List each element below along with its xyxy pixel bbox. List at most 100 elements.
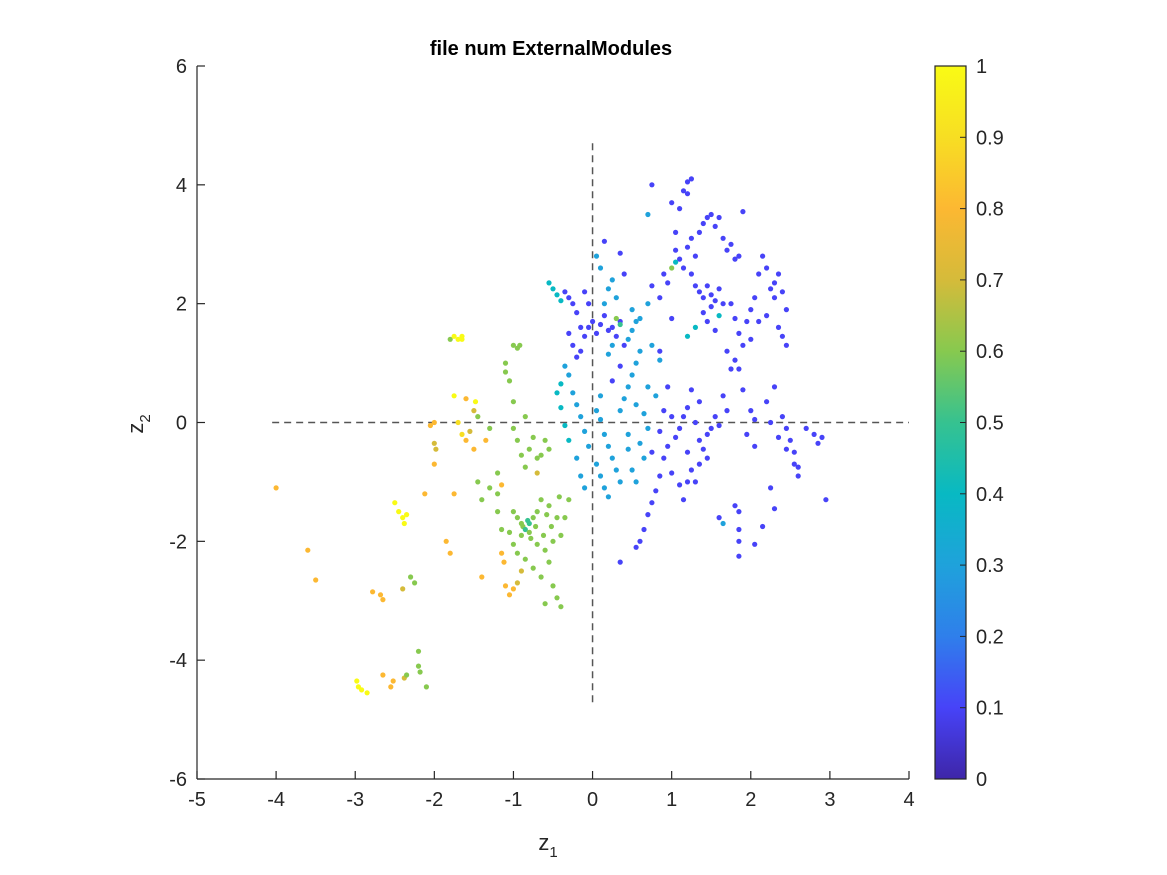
data-point [724,247,730,253]
data-point [566,437,572,443]
data-point [775,271,782,277]
data-point [447,336,453,342]
data-point [661,408,667,414]
data-point [534,470,540,476]
data-point [510,541,516,547]
data-point [609,378,615,384]
data-point [443,538,449,544]
data-point [657,357,663,363]
data-point [550,583,556,589]
data-point [431,461,437,467]
data-point [677,482,683,488]
data-point [530,434,536,440]
data-point [578,348,584,354]
data-point [716,422,722,429]
data-point [534,541,540,547]
data-point [637,538,643,544]
y-tick-label: 6 [176,56,187,78]
data-point [305,547,311,553]
data-point [811,431,817,437]
data-point [601,485,608,491]
colorbar-tick-label: 0.6 [976,341,1004,363]
data-point [744,431,750,437]
data-point [562,422,568,429]
data-point [716,214,722,221]
data-point [540,532,547,539]
data-point [736,330,742,336]
data-point [558,381,564,387]
data-point [692,253,699,259]
data-point [617,559,623,565]
data-point [479,574,485,580]
colorbar: 0 0.1 0.2 0.3 0.4 0.5 0.6 0.7 0.8 0.9 1 [934,56,1004,791]
data-point [724,348,730,354]
data-point [700,220,706,227]
data-point [688,176,695,182]
data-point [388,684,394,690]
data-point [396,509,402,515]
data-point [487,425,493,431]
data-point [499,526,505,533]
data-point [684,449,691,455]
data-point [392,500,398,506]
data-point [404,511,410,518]
data-point [475,479,481,485]
data-point [597,416,604,423]
x-tick-label: -4 [267,789,285,811]
y-tick-label: -4 [169,650,187,672]
data-point [605,443,612,449]
data-point [649,342,655,348]
data-point [590,318,596,325]
data-point [578,324,584,330]
data-point [613,295,619,301]
data-point [795,464,801,470]
data-point [380,672,386,678]
data-point [724,408,730,414]
data-point [696,399,703,405]
data-point [558,298,564,304]
data-point [467,428,473,434]
colorbar-tick-label: 0 [976,769,987,791]
data-point [502,369,509,375]
data-point [748,336,754,342]
data-point [657,348,663,354]
data-point [613,333,619,339]
data-point [582,485,588,491]
data-point [704,431,710,437]
data-point [720,235,726,241]
data-point [422,491,428,497]
data-point [649,283,655,289]
colorbar-tick-label: 0.1 [976,698,1004,720]
colorbar-tick-label: 0.7 [976,270,1004,292]
data-point [633,479,639,485]
data-point [538,574,544,580]
data-point [736,538,742,544]
data-point [617,479,623,485]
data-point [526,446,532,452]
data-point [768,485,774,491]
data-point [546,559,552,565]
data-point [657,473,663,479]
data-point [736,526,742,533]
data-point [522,464,528,470]
data-point [625,431,631,437]
data-point [463,396,469,402]
data-point [554,515,560,521]
data-point [680,188,687,194]
data-point [514,437,521,443]
data-point [728,301,734,307]
data-point [732,315,738,322]
data-point [400,586,406,592]
data-point [427,422,433,429]
data-point [712,223,718,229]
chart-title: file num ExternalModules [430,38,672,60]
data-point [649,500,655,506]
data-point [665,443,671,449]
data-point [700,446,706,452]
data-point [415,648,422,654]
data-point [501,559,507,565]
data-point [613,467,619,473]
data-point [661,271,667,277]
data-point [625,336,631,342]
data-point [617,321,623,328]
